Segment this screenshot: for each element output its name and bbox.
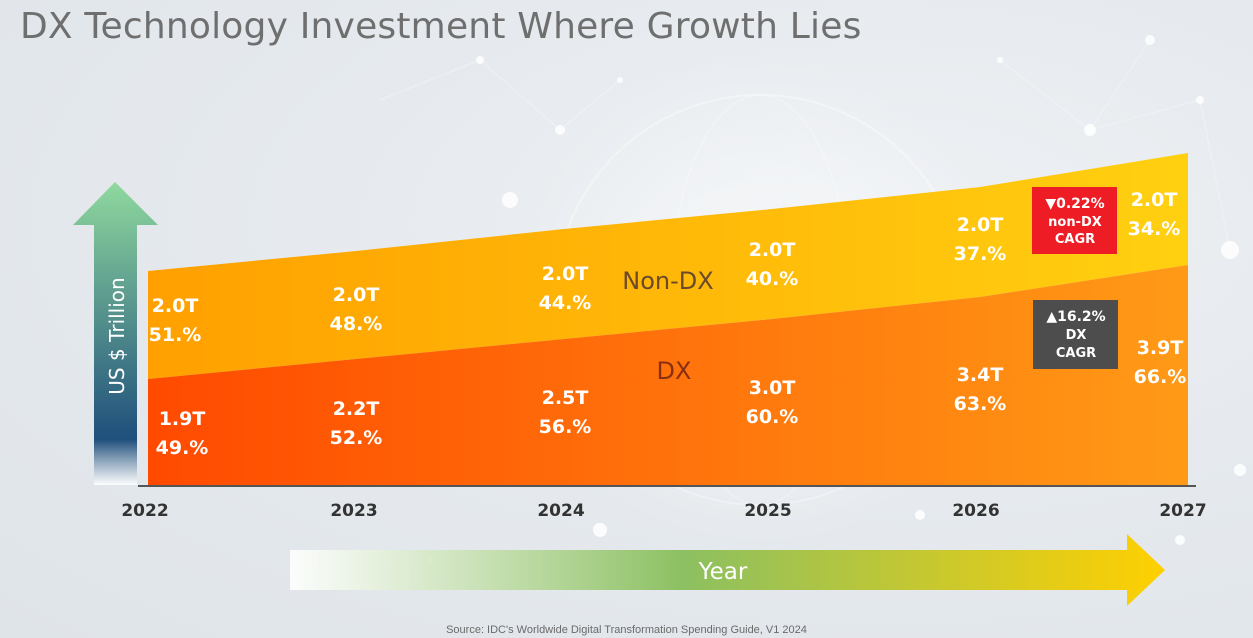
- x-tick-label: 2027: [1159, 501, 1206, 521]
- non-dx-data-label: 2.0T: [152, 295, 199, 317]
- non-dx-data-label: 51.%: [149, 324, 202, 346]
- non-dx-data-label: 44.%: [539, 292, 592, 314]
- non-dx-data-label: 34.%: [1128, 218, 1181, 240]
- dx-data-label: 2.2T: [333, 398, 380, 420]
- callout-non-dx-cagr: ▼0.22% non-DX CAGR: [1032, 187, 1117, 254]
- non-dx-data-label: 40.%: [746, 268, 799, 290]
- y-axis-label: US $ Trillion: [105, 277, 129, 394]
- dx-data-label: 2.5T: [542, 387, 589, 409]
- area-series-dx: [148, 265, 1188, 485]
- source-note: Source: IDC's Worldwide Digital Transfor…: [446, 624, 807, 636]
- non-dx-data-label: 37.%: [954, 243, 1007, 265]
- callout-dx-line: ▲16.2%: [1046, 309, 1105, 325]
- non-dx-data-label: 2.0T: [542, 263, 589, 285]
- non-dx-data-label: 48.%: [330, 313, 383, 335]
- page-title: DX Technology Investment Where Growth Li…: [20, 6, 862, 47]
- non-dx-data-label: 2.0T: [1131, 189, 1178, 211]
- callout-dx-line: DX: [1066, 328, 1087, 343]
- dx-data-label: 3.0T: [749, 377, 796, 399]
- dx-data-label: 66.%: [1134, 366, 1187, 388]
- series-name-dx: DX: [657, 357, 692, 385]
- dx-data-label: 56.%: [539, 416, 592, 438]
- non-dx-data-label: 2.0T: [749, 239, 796, 261]
- x-tick-label: 2024: [537, 501, 584, 521]
- dx-data-label: 60.%: [746, 406, 799, 428]
- dx-data-label: 52.%: [330, 427, 383, 449]
- x-axis-label: Year: [698, 559, 748, 585]
- callout-dx-cagr: ▲16.2% DX CAGR: [1033, 300, 1118, 369]
- dx-data-label: 3.9T: [1137, 337, 1184, 359]
- area-series-non-dx: [148, 153, 1188, 379]
- dx-data-label: 63.%: [954, 393, 1007, 415]
- callout-non-dx-line: non-DX: [1048, 215, 1102, 230]
- callout-non-dx-line: CAGR: [1055, 232, 1095, 247]
- callout-dx-background: [1033, 300, 1118, 369]
- x-tick-label: 2022: [121, 501, 168, 521]
- dx-data-label: 1.9T: [159, 408, 206, 430]
- callout-dx-line: CAGR: [1056, 346, 1096, 361]
- non-dx-data-label: 2.0T: [957, 214, 1004, 236]
- y-axis-arrow: [73, 182, 158, 485]
- x-tick-label: 2026: [952, 501, 999, 521]
- x-tick-label: 2023: [330, 501, 377, 521]
- series-name-non-dx: Non-DX: [622, 267, 713, 295]
- dx-data-label: 49.%: [156, 437, 209, 459]
- non-dx-data-label: 2.0T: [333, 284, 380, 306]
- callout-non-dx-line: ▼0.22%: [1045, 196, 1104, 212]
- dx-data-label: 3.4T: [957, 364, 1004, 386]
- x-axis-arrow: [290, 534, 1165, 606]
- x-tick-label: 2025: [744, 501, 791, 521]
- callout-non-dx-background: [1032, 187, 1117, 254]
